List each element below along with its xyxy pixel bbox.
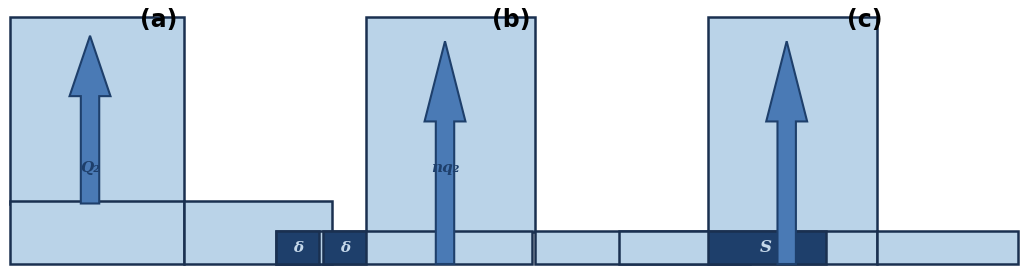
Text: δ: δ [293, 241, 303, 254]
Polygon shape [70, 36, 110, 204]
Bar [708, 231, 826, 264]
Polygon shape [766, 41, 807, 264]
Bar [323, 231, 366, 264]
Bar [276, 231, 532, 264]
Bar [708, 16, 877, 232]
Text: (c): (c) [847, 8, 882, 32]
Text: δ: δ [340, 241, 350, 254]
Bar [877, 231, 1018, 264]
Bar [619, 231, 877, 264]
Bar [535, 231, 750, 264]
Text: (b): (b) [492, 8, 531, 32]
Text: (a): (a) [140, 8, 177, 32]
Bar [276, 231, 319, 264]
Text: nq₂: nq₂ [431, 161, 459, 175]
Bar [10, 201, 184, 264]
Bar [184, 201, 332, 264]
Polygon shape [425, 41, 465, 264]
Bar [10, 16, 184, 203]
Text: Q₂: Q₂ [80, 161, 100, 175]
Bar [366, 16, 535, 232]
Text: S: S [760, 239, 772, 256]
